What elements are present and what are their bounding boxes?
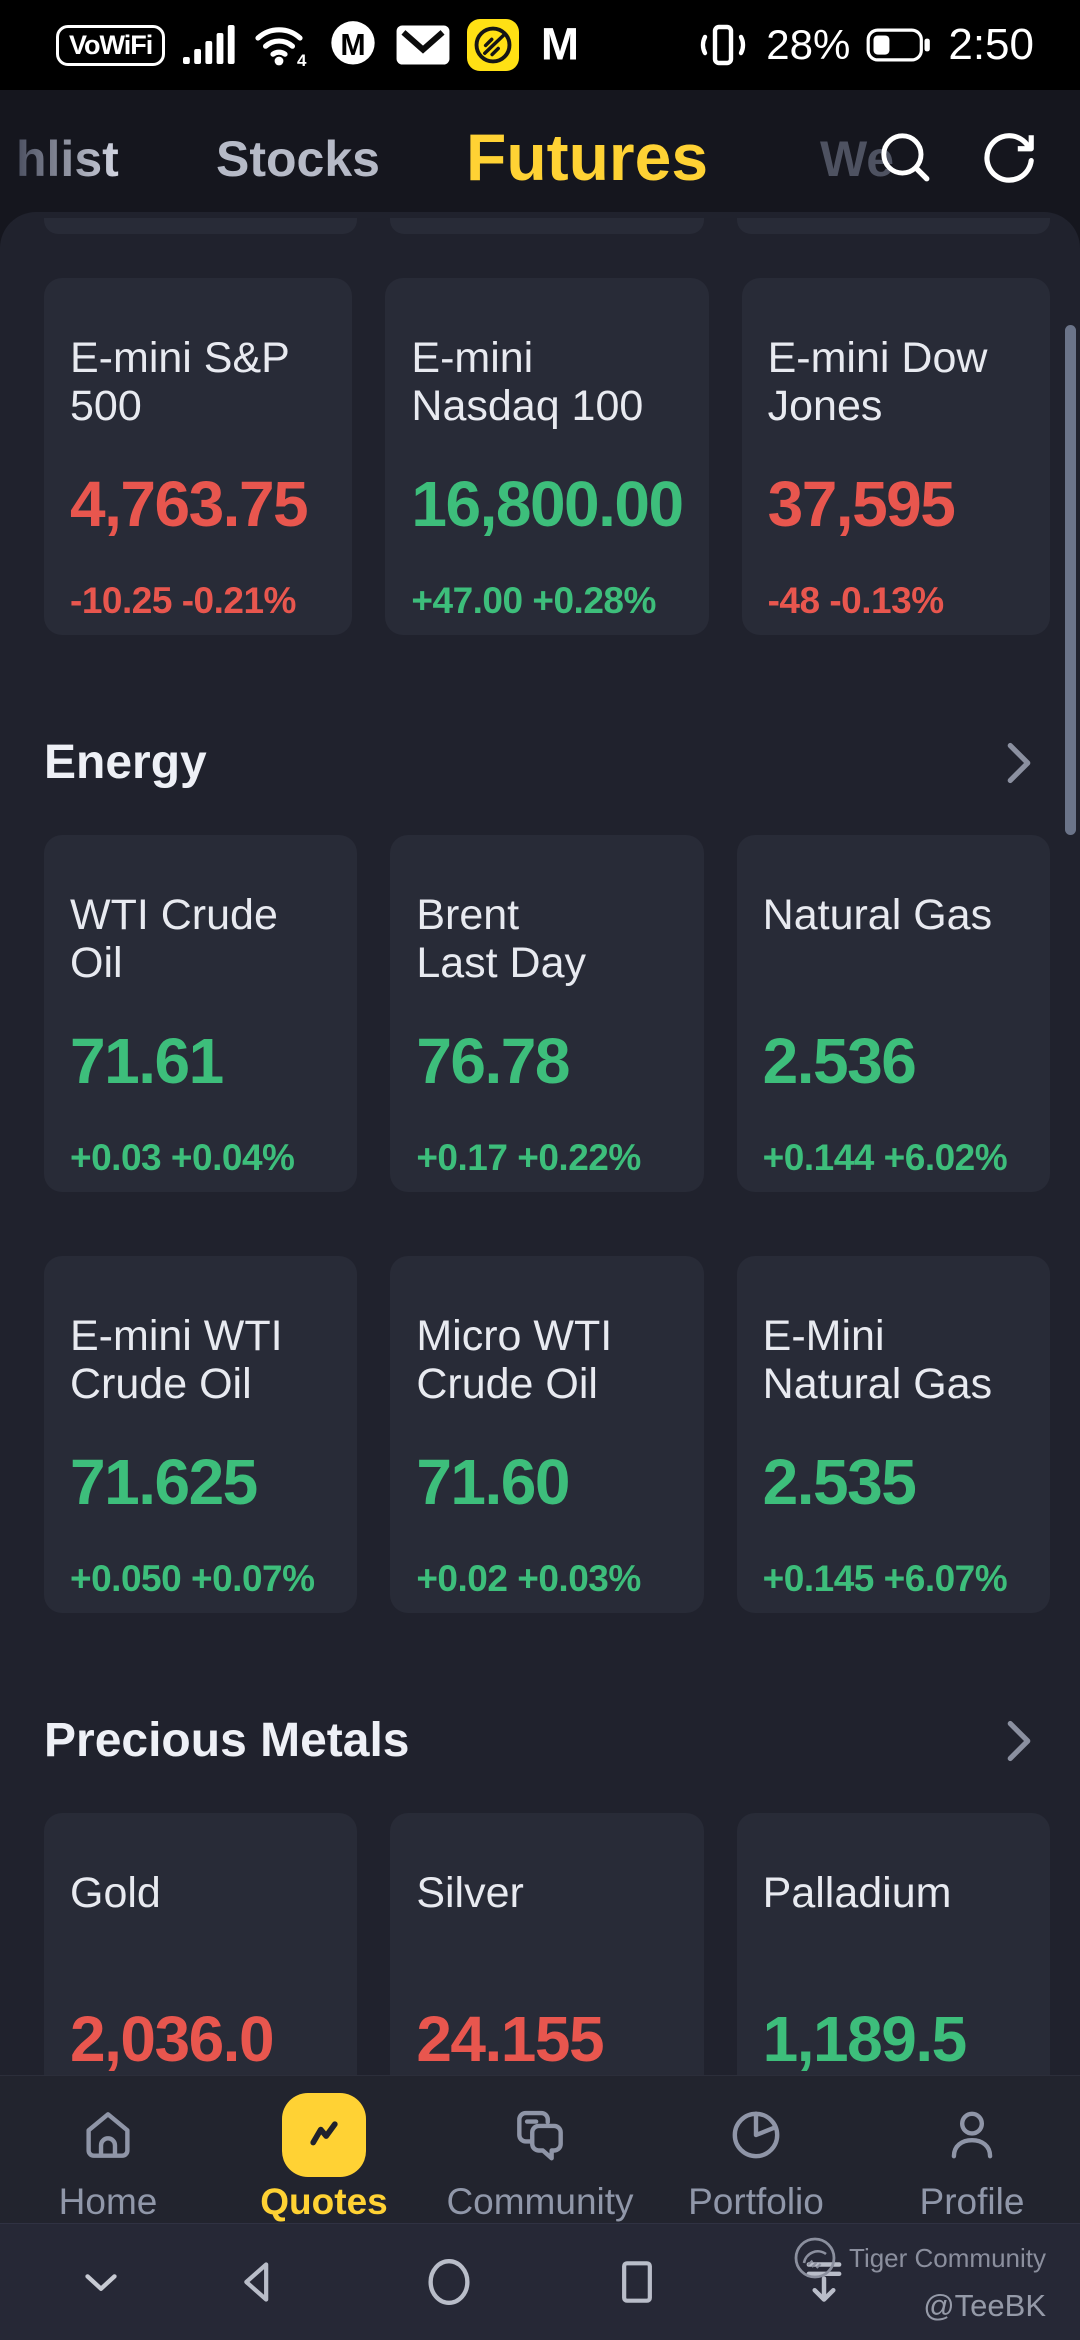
clock: 2:50 [948, 20, 1034, 69]
chevron-right-icon [1007, 742, 1031, 784]
battery-percent: 28% [766, 21, 851, 68]
price: 37,595 [767, 468, 956, 540]
quote-card-emini-nasdaq100[interactable]: E-mini Nasdaq 100 16,800.00 +47.00 +0.28% [385, 278, 709, 635]
change: +0.145 +6.07% [762, 1558, 1008, 1599]
tab-futures-active[interactable]: Futures [466, 120, 709, 194]
search-icon[interactable] [874, 126, 936, 188]
change: +0.144 +6.02% [762, 1137, 1008, 1178]
price: 71.625 [70, 1446, 258, 1518]
bottom-navigation: Home Quotes [0, 2075, 1080, 2223]
recents-button-icon[interactable] [609, 2254, 665, 2310]
energy-row-1: WTI Crude Oil 71.61 +0.03 +0.04% Brent Las… [44, 835, 1050, 1192]
change: +0.050 +0.07% [70, 1558, 315, 1599]
quote-card-wti-crude[interactable]: WTI Crude Oil 71.61 +0.03 +0.04% [44, 835, 358, 1192]
quotes-chart-icon [282, 2092, 366, 2177]
section-title: Energy [44, 736, 207, 789]
card-stub [390, 218, 704, 234]
price: 24.155 [416, 2003, 604, 2075]
price: 71.60 [416, 1446, 570, 1518]
section-title: Precious Metals [44, 1714, 410, 1767]
price: 76.78 [416, 1025, 570, 1097]
vowifi-badge: VoWiFi [56, 24, 166, 66]
futures-quotes-panel[interactable]: E-mini S&P 500 4,763.75 -10.25 -0.21% E-m… [0, 212, 1080, 2075]
nav-item-profile[interactable]: Profile [864, 2076, 1080, 2223]
nav-item-quotes-active[interactable]: Quotes [216, 2076, 432, 2223]
price: 2.536 [762, 1025, 917, 1097]
svg-text:4: 4 [297, 51, 307, 69]
quote-card-emini-natural-gas[interactable]: E-Mini Natural Gas 2.535 +0.145 +6.07% [736, 1256, 1050, 1613]
section-header-precious-metals[interactable]: Precious Metals [44, 1673, 1050, 1813]
watermark-brand: Tiger Community [849, 2242, 1046, 2273]
nav-item-portfolio[interactable]: Portfolio [648, 2076, 864, 2223]
mail-icon [396, 25, 450, 65]
change: +0.02 +0.03% [416, 1558, 641, 1599]
hide-nav-chevron-icon[interactable] [74, 2255, 128, 2309]
quote-card-palladium[interactable]: Palladium 1,189.5 [736, 1813, 1050, 2075]
m-letter-icon: M [541, 20, 579, 70]
nav-item-community[interactable]: Community [432, 2076, 648, 2223]
change: -10.25 -0.21% [70, 580, 296, 621]
quote-card-brent-lastday[interactable]: Brent Last Day 76.78 +0.17 +0.22% [390, 835, 704, 1192]
home-button-icon[interactable] [420, 2253, 478, 2311]
price: 2.535 [762, 1446, 917, 1518]
nav-label: Home [58, 2181, 158, 2222]
quote-card-micro-wti[interactable]: Micro WTI Crude Oil 71.60 +0.02 +0.03% [390, 1256, 704, 1613]
quote-card-emini-wti[interactable]: E-mini WTI Crude Oil 71.625 +0.050 +0.07% [44, 1256, 358, 1613]
card-stub [44, 218, 358, 234]
vibrate-icon [701, 24, 746, 66]
section-header-energy[interactable]: Energy [44, 695, 1050, 835]
status-bar: VoWiFi 4 M [0, 0, 1080, 90]
tiger-logo-icon [794, 2237, 836, 2279]
price: 71.61 [70, 1025, 224, 1097]
nav-item-home[interactable]: Home [0, 2076, 216, 2223]
tiger-app-icon [467, 19, 520, 71]
chevron-right-icon [1007, 1720, 1031, 1762]
nav-label: Quotes [260, 2181, 388, 2222]
change: +0.17 +0.22% [416, 1137, 641, 1178]
scrollbar-thumb[interactable] [1065, 325, 1076, 835]
back-button-icon[interactable] [230, 2254, 286, 2310]
change: +47.00 +0.28% [411, 580, 656, 621]
quote-card-emini-sp500[interactable]: E-mini S&P 500 4,763.75 -10.25 -0.21% [44, 278, 353, 635]
tab-watchlist-partial[interactable]: hlist [16, 131, 119, 187]
quote-card-emini-dowjones[interactable]: E-mini Dow Jones 37,595 -48 -0.13% [741, 278, 1050, 635]
tab-stocks[interactable]: Stocks [216, 131, 380, 187]
svg-text:M: M [541, 20, 579, 70]
card-stub [736, 218, 1050, 234]
price: 16,800.00 [411, 468, 684, 540]
m-circle-icon: M [331, 21, 375, 65]
quotes-tab-bar: hlist Stocks Futures We [0, 90, 1080, 212]
quote-card-silver[interactable]: Silver 24.155 [390, 1813, 704, 2075]
price: 2,036.0 [70, 2003, 275, 2075]
energy-row-2: E-mini WTI Crude Oil 71.625 +0.050 +0.07%… [44, 1256, 1050, 1613]
quote-card-natural-gas[interactable]: Natural Gas 2.536 +0.144 +6.02% [736, 835, 1050, 1192]
svg-text:M: M [341, 29, 366, 62]
index-futures-row: E-mini S&P 500 4,763.75 -10.25 -0.21% E-m… [44, 278, 1050, 635]
nav-label: Portfolio [688, 2181, 824, 2222]
home-icon [86, 2111, 130, 2158]
nav-label: Community [446, 2181, 634, 2222]
nav-label: Profile [919, 2181, 1025, 2222]
battery-icon [866, 28, 931, 62]
watermark-handle: @TeeBK [923, 2288, 1046, 2323]
price: 1,189.5 [762, 2003, 968, 2075]
wifi-icon: 4 [255, 27, 307, 69]
tab-wealth-partial[interactable]: We [820, 131, 895, 187]
previous-row-card-stubs [44, 218, 1050, 234]
android-system-bar: Tiger Community @TeeBK [0, 2223, 1080, 2340]
pie-chart-icon [732, 2111, 780, 2158]
person-icon [951, 2111, 993, 2158]
signal-strength-icon [183, 25, 235, 64]
quote-card-gold[interactable]: Gold 2,036.0 [44, 1813, 358, 2075]
refresh-icon[interactable] [978, 126, 1040, 188]
chat-bubbles-icon [517, 2110, 563, 2160]
precious-metals-row: Gold 2,036.0 Silver 24.155 Palladium 1,1… [44, 1813, 1050, 2075]
tiger-community-watermark: Tiger Community @TeeBK [791, 2234, 1046, 2324]
price: 4,763.75 [70, 468, 309, 540]
change: +0.03 +0.04% [70, 1137, 295, 1178]
change: -48 -0.13% [767, 580, 945, 621]
